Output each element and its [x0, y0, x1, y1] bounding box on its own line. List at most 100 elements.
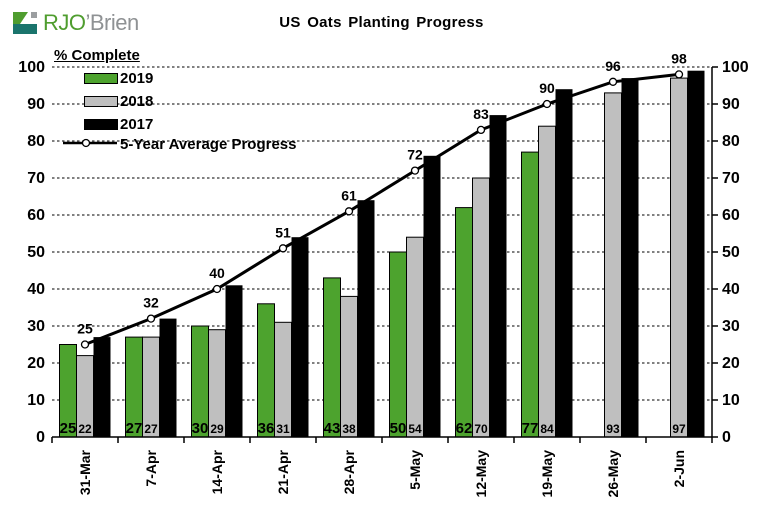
bar-label-2018-5-May: 54	[408, 422, 422, 436]
y-tick-label-left-10: 10	[27, 392, 45, 409]
y-tick-label-right-80: 80	[722, 133, 740, 150]
avg-label-31-Mar: 25	[77, 321, 93, 337]
x-tick-label-14-Apr: 14-Apr	[209, 449, 225, 494]
chart-legend: % Complete 2019 2018 2017 5-Year Average…	[54, 47, 297, 153]
bar-2019-21-Apr	[257, 303, 275, 438]
bar-2017-5-May	[423, 155, 441, 438]
x-tick-label-2-Jun: 2-Jun	[671, 450, 687, 487]
bar-label-2018-31-Mar: 22	[78, 422, 92, 436]
bar-label-2019-28-Apr: 43	[324, 420, 341, 437]
logo-text-primary: RJO	[43, 10, 86, 35]
avg-label-7-Apr: 32	[143, 295, 159, 311]
bar-2018-2-Jun	[670, 77, 688, 438]
bar-2018-28-Apr	[340, 295, 358, 438]
bar-2017-31-Mar	[93, 337, 111, 437]
x-tick-label-7-Apr: 7-Apr	[143, 449, 159, 486]
bar-label-2018-21-Apr: 31	[276, 422, 290, 436]
y-tick-label-right-20: 20	[722, 355, 740, 372]
bar-label-2019-12-May: 62	[456, 420, 473, 437]
bar-label-2018-28-Apr: 38	[342, 422, 356, 436]
bar-2019-19-May	[521, 151, 539, 438]
y-tick-label-left-30: 30	[27, 318, 45, 335]
bar-label-2018-14-Apr: 29	[210, 422, 224, 436]
legend-label-2019: 2019	[120, 70, 154, 87]
legend-item-2018: 2018	[84, 90, 297, 113]
bar-label-2019-7-Apr: 27	[126, 420, 143, 437]
bar-label-2019-21-Apr: 36	[258, 420, 275, 437]
avg-marker-28-Apr	[344, 207, 354, 216]
bar-2018-14-Apr	[208, 329, 226, 438]
bar-2017-21-Apr	[291, 237, 309, 437]
legend-item-5yr-average: 5-Year Average Progress	[62, 136, 297, 153]
bar-2019-12-May	[455, 207, 473, 438]
x-tick-label-19-May: 19-May	[539, 450, 555, 498]
avg-label-2-Jun: 98	[671, 50, 687, 66]
x-tick-label-28-Apr: 28-Apr	[341, 449, 357, 494]
avg-label-19-May: 90	[539, 80, 555, 96]
y-tick-label-left-20: 20	[27, 355, 45, 372]
avg-label-28-Apr: 61	[341, 187, 357, 203]
legend-swatch-2018	[84, 96, 118, 107]
bar-label-2018-7-Apr: 27	[144, 422, 158, 436]
avg-label-5-May: 72	[407, 147, 423, 163]
bar-label-2019-19-May: 77	[522, 420, 539, 437]
bar-label-2019-14-Apr: 30	[192, 420, 209, 437]
x-tick-label-5-May: 5-May	[407, 450, 423, 490]
y-tick-label-right-50: 50	[722, 244, 740, 261]
y-tick-label-right-10: 10	[722, 392, 740, 409]
avg-marker-12-May	[476, 125, 486, 135]
bar-2017-7-Apr	[159, 318, 177, 437]
avg-label-12-May: 83	[473, 106, 489, 122]
avg-marker-19-May	[542, 99, 552, 109]
x-tick-label-26-May: 26-May	[605, 450, 621, 498]
avg-marker-14-Apr	[212, 284, 222, 294]
legend-item-2019: 2019	[84, 67, 297, 90]
avg-label-21-Apr: 51	[275, 224, 291, 240]
bar-2018-26-May	[604, 92, 622, 438]
bar-2017-14-Apr	[225, 285, 243, 437]
y-tick-label-right-40: 40	[722, 281, 740, 298]
y-tick-label-right-30: 30	[722, 318, 740, 335]
bar-label-2018-12-May: 70	[474, 422, 488, 436]
legend-line-sample-icon	[62, 136, 118, 154]
legend-label-2017: 2017	[120, 116, 154, 133]
bar-label-2019-31-Mar: 25	[60, 420, 77, 437]
avg-label-14-Apr: 40	[209, 265, 225, 281]
bar-2017-28-Apr	[357, 200, 375, 437]
bar-2017-12-May	[489, 115, 507, 437]
x-tick-label-12-May: 12-May	[473, 450, 489, 498]
avg-marker-2-Jun	[674, 70, 684, 79]
bar-label-2018-2-Jun: 97	[672, 422, 686, 436]
y-tick-label-left-90: 90	[27, 96, 45, 113]
legend-swatch-2019	[84, 73, 118, 84]
bar-2017-19-May	[555, 89, 573, 437]
bar-2018-5-May	[406, 236, 424, 438]
bar-2018-12-May	[472, 177, 490, 438]
y-tick-label-left-80: 80	[27, 133, 45, 150]
bar-label-2018-19-May: 84	[540, 422, 554, 436]
chart-title: US Oats Planting Progress	[279, 14, 484, 31]
y-tick-label-left-100: 100	[18, 59, 45, 76]
avg-marker-26-May	[608, 77, 618, 86]
avg-line	[84, 72, 680, 346]
y-tick-label-right-90: 90	[722, 96, 740, 113]
y-tick-label-right-70: 70	[722, 170, 740, 187]
legend-swatch-2017	[84, 119, 118, 130]
y-tick-label-right-100: 100	[722, 59, 749, 76]
y-tick-label-left-60: 60	[27, 207, 45, 224]
y-tick-label-left-40: 40	[27, 281, 45, 298]
avg-marker-7-Apr	[146, 314, 156, 323]
avg-marker-21-Apr	[278, 244, 288, 253]
bar-label-2019-5-May: 50	[390, 420, 407, 437]
y-tick-label-left-50: 50	[27, 244, 45, 261]
y-tick-label-left-0: 0	[36, 429, 45, 446]
avg-marker-31-Mar	[80, 340, 90, 349]
x-tick-label-21-Apr: 21-Apr	[275, 449, 291, 494]
bar-2017-26-May	[621, 78, 639, 437]
y-tick-label-right-0: 0	[722, 429, 731, 446]
legend-label-5yr-average: 5-Year Average Progress	[120, 136, 297, 153]
avg-marker-5-May	[410, 166, 420, 175]
x-tick-label-31-Mar: 31-Mar	[77, 449, 93, 495]
